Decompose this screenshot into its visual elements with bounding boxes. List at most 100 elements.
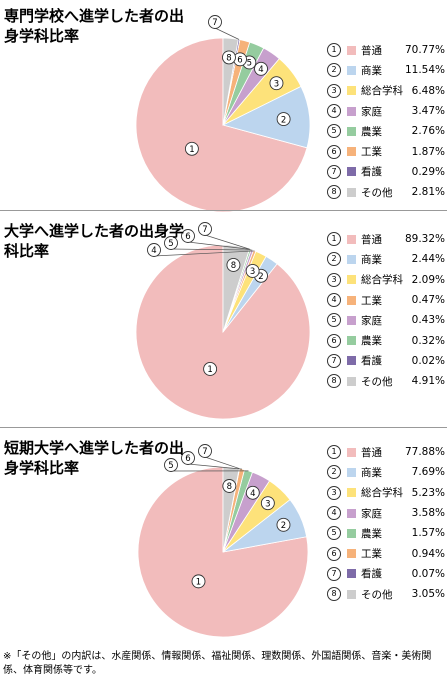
chart-legend: 1 普通 89.32% 2 商業 2.44% 3 総合学科 2.09% 4 工業 0.47% 5 家庭 0.… (327, 229, 445, 391)
legend-percent: 3.47% (411, 105, 445, 118)
footnote: ※「その他」の内訳は、水産関係、情報関係、福祉関係、理数関係、外国語関係、音楽・… (3, 651, 432, 676)
legend-label: 普通 (361, 44, 382, 57)
legend-swatch (347, 569, 356, 579)
legend-label: 看護 (361, 166, 382, 179)
legend-label: 普通 (361, 233, 382, 246)
legend-number: 3 (327, 83, 341, 98)
legend-item: 4 家庭 3.58% (327, 503, 445, 523)
slice-marker (198, 444, 212, 458)
legend-percent: 4.91% (411, 375, 445, 388)
legend-number: 2 (327, 252, 341, 267)
legend-number: 2 (327, 465, 341, 480)
legend-item: 5 家庭 0.43% (327, 310, 445, 330)
legend-label: 総合学科 (361, 274, 403, 287)
legend-swatch (347, 187, 356, 197)
chart-legend: 1 普通 70.77% 2 商業 11.54% 3 総合学科 6.48% 4 家庭 3.47% 5 農業 2… (327, 40, 445, 202)
slice-label: 3 (250, 267, 255, 277)
legend-percent: 0.32% (411, 334, 445, 347)
legend-number: 7 (327, 353, 341, 368)
legend-label: 家庭 (361, 105, 382, 118)
slice-marker (222, 479, 237, 493)
leader-line (204, 234, 250, 250)
legend-number: 3 (327, 485, 341, 500)
slice-label: 5 (168, 461, 173, 471)
legend-item: 2 商業 7.69% (327, 462, 445, 482)
slice-label: 7 (202, 225, 207, 235)
slice-marker (203, 362, 218, 376)
slice-marker (245, 485, 260, 500)
slice-label: 5 (168, 239, 173, 249)
legend-swatch (347, 147, 356, 157)
legend-item: 5 農業 1.57% (327, 523, 445, 543)
legend-swatch (347, 234, 356, 244)
slice-label: 8 (226, 54, 231, 64)
slice-label: 2 (281, 115, 286, 125)
slice-marker (276, 517, 291, 532)
legend-percent: 89.32% (404, 233, 445, 246)
legend-swatch (347, 508, 356, 518)
legend-swatch (347, 528, 356, 538)
legend-percent: 1.57% (411, 527, 445, 540)
legend-number: 1 (327, 445, 341, 460)
legend-swatch (347, 106, 356, 116)
legend-label: 家庭 (361, 314, 382, 327)
legend-number: 4 (327, 506, 341, 521)
legend-item: 3 総合学科 2.09% (327, 270, 445, 290)
legend-percent: 0.94% (411, 547, 445, 560)
legend-item: 3 総合学科 5.23% (327, 483, 445, 503)
slice-marker (191, 574, 206, 589)
legend-number: 8 (327, 374, 341, 389)
legend-item: 7 看護 0.07% (327, 564, 445, 584)
legend-swatch (347, 254, 356, 264)
pie-slice (135, 37, 308, 213)
legend-label: 家庭 (361, 507, 382, 520)
legend-item: 7 看護 0.02% (327, 351, 445, 371)
slice-marker (226, 258, 241, 272)
legend-number: 5 (327, 124, 341, 139)
slice-label: 6 (237, 56, 242, 66)
leader-line (170, 248, 253, 251)
slice-marker (269, 76, 284, 91)
legend-item: 6 工業 1.87% (327, 141, 445, 161)
legend-label: 工業 (361, 548, 382, 561)
legend-number: 4 (327, 293, 341, 308)
slice-label: 1 (189, 145, 194, 155)
slice-label: 3 (265, 499, 270, 509)
legend-percent: 0.07% (411, 567, 445, 580)
legend-item: 5 農業 2.76% (327, 121, 445, 141)
legend-percent: 0.29% (411, 165, 445, 178)
legend-item: 4 家庭 3.47% (327, 101, 445, 121)
legend-item: 3 総合学科 6.48% (327, 81, 445, 101)
legend-number: 8 (327, 587, 341, 602)
slice-label: 7 (202, 447, 207, 457)
legend-swatch (347, 356, 356, 366)
slice-marker (181, 229, 195, 243)
legend-percent: 0.47% (411, 294, 445, 307)
legend-label: 総合学科 (361, 487, 403, 500)
legend-label: 看護 (361, 355, 382, 368)
legend-percent: 5.23% (411, 486, 445, 499)
slice-marker (222, 50, 236, 65)
slice-label: 6 (185, 232, 190, 242)
slice-label: 3 (274, 79, 279, 89)
pie-slice (221, 85, 311, 149)
leader-line (153, 250, 255, 257)
legend-label: その他 (361, 375, 393, 388)
legend-label: 工業 (361, 146, 382, 159)
legend-number: 1 (327, 232, 341, 247)
legend-percent: 3.58% (411, 507, 445, 520)
slice-marker (181, 451, 195, 465)
legend-number: 8 (327, 185, 341, 200)
slice-label: 7 (212, 18, 217, 28)
legend-swatch (347, 467, 356, 477)
legend-item: 2 商業 11.54% (327, 60, 445, 80)
slice-marker (164, 458, 178, 472)
legend-swatch (347, 126, 356, 136)
legend-number: 6 (327, 333, 341, 348)
leader-line (214, 27, 240, 40)
legend-swatch (347, 295, 356, 305)
chart-legend: 1 普通 77.88% 2 商業 7.69% 3 総合学科 5.23% 4 家庭 3.58% 5 農業 1.… (327, 442, 445, 604)
legend-swatch (347, 336, 356, 346)
